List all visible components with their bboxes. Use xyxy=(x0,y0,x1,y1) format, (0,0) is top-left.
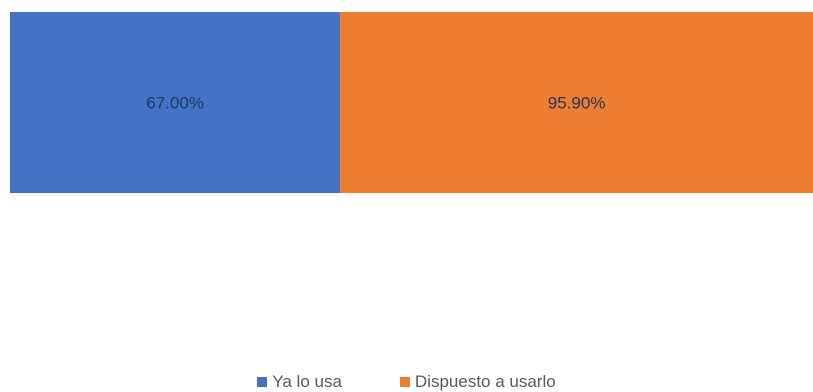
legend-label-dispuesto-a-usarlo: Dispuesto a usarlo xyxy=(414,372,556,391)
bar-segment-dispuesto-a-usarlo xyxy=(340,12,813,193)
legend-swatch-dispuesto-a-usarlo xyxy=(399,377,410,387)
data-label-dispuesto-a-usarlo: 95.90% xyxy=(548,94,606,113)
data-label-ya-lo-usa: 67.00% xyxy=(146,94,204,113)
legend-item-dispuesto-a-usarlo: Dispuesto a usarlo xyxy=(399,372,556,392)
bar-segment-ya-lo-usa xyxy=(10,12,341,193)
legend-item-ya-lo-usa: Ya lo usa xyxy=(257,372,342,392)
legend-label-ya-lo-usa: Ya lo usa xyxy=(272,372,342,391)
chart-legend: Ya lo usa Dispuesto a usarlo xyxy=(0,372,813,392)
legend-swatch-ya-lo-usa xyxy=(257,377,268,387)
